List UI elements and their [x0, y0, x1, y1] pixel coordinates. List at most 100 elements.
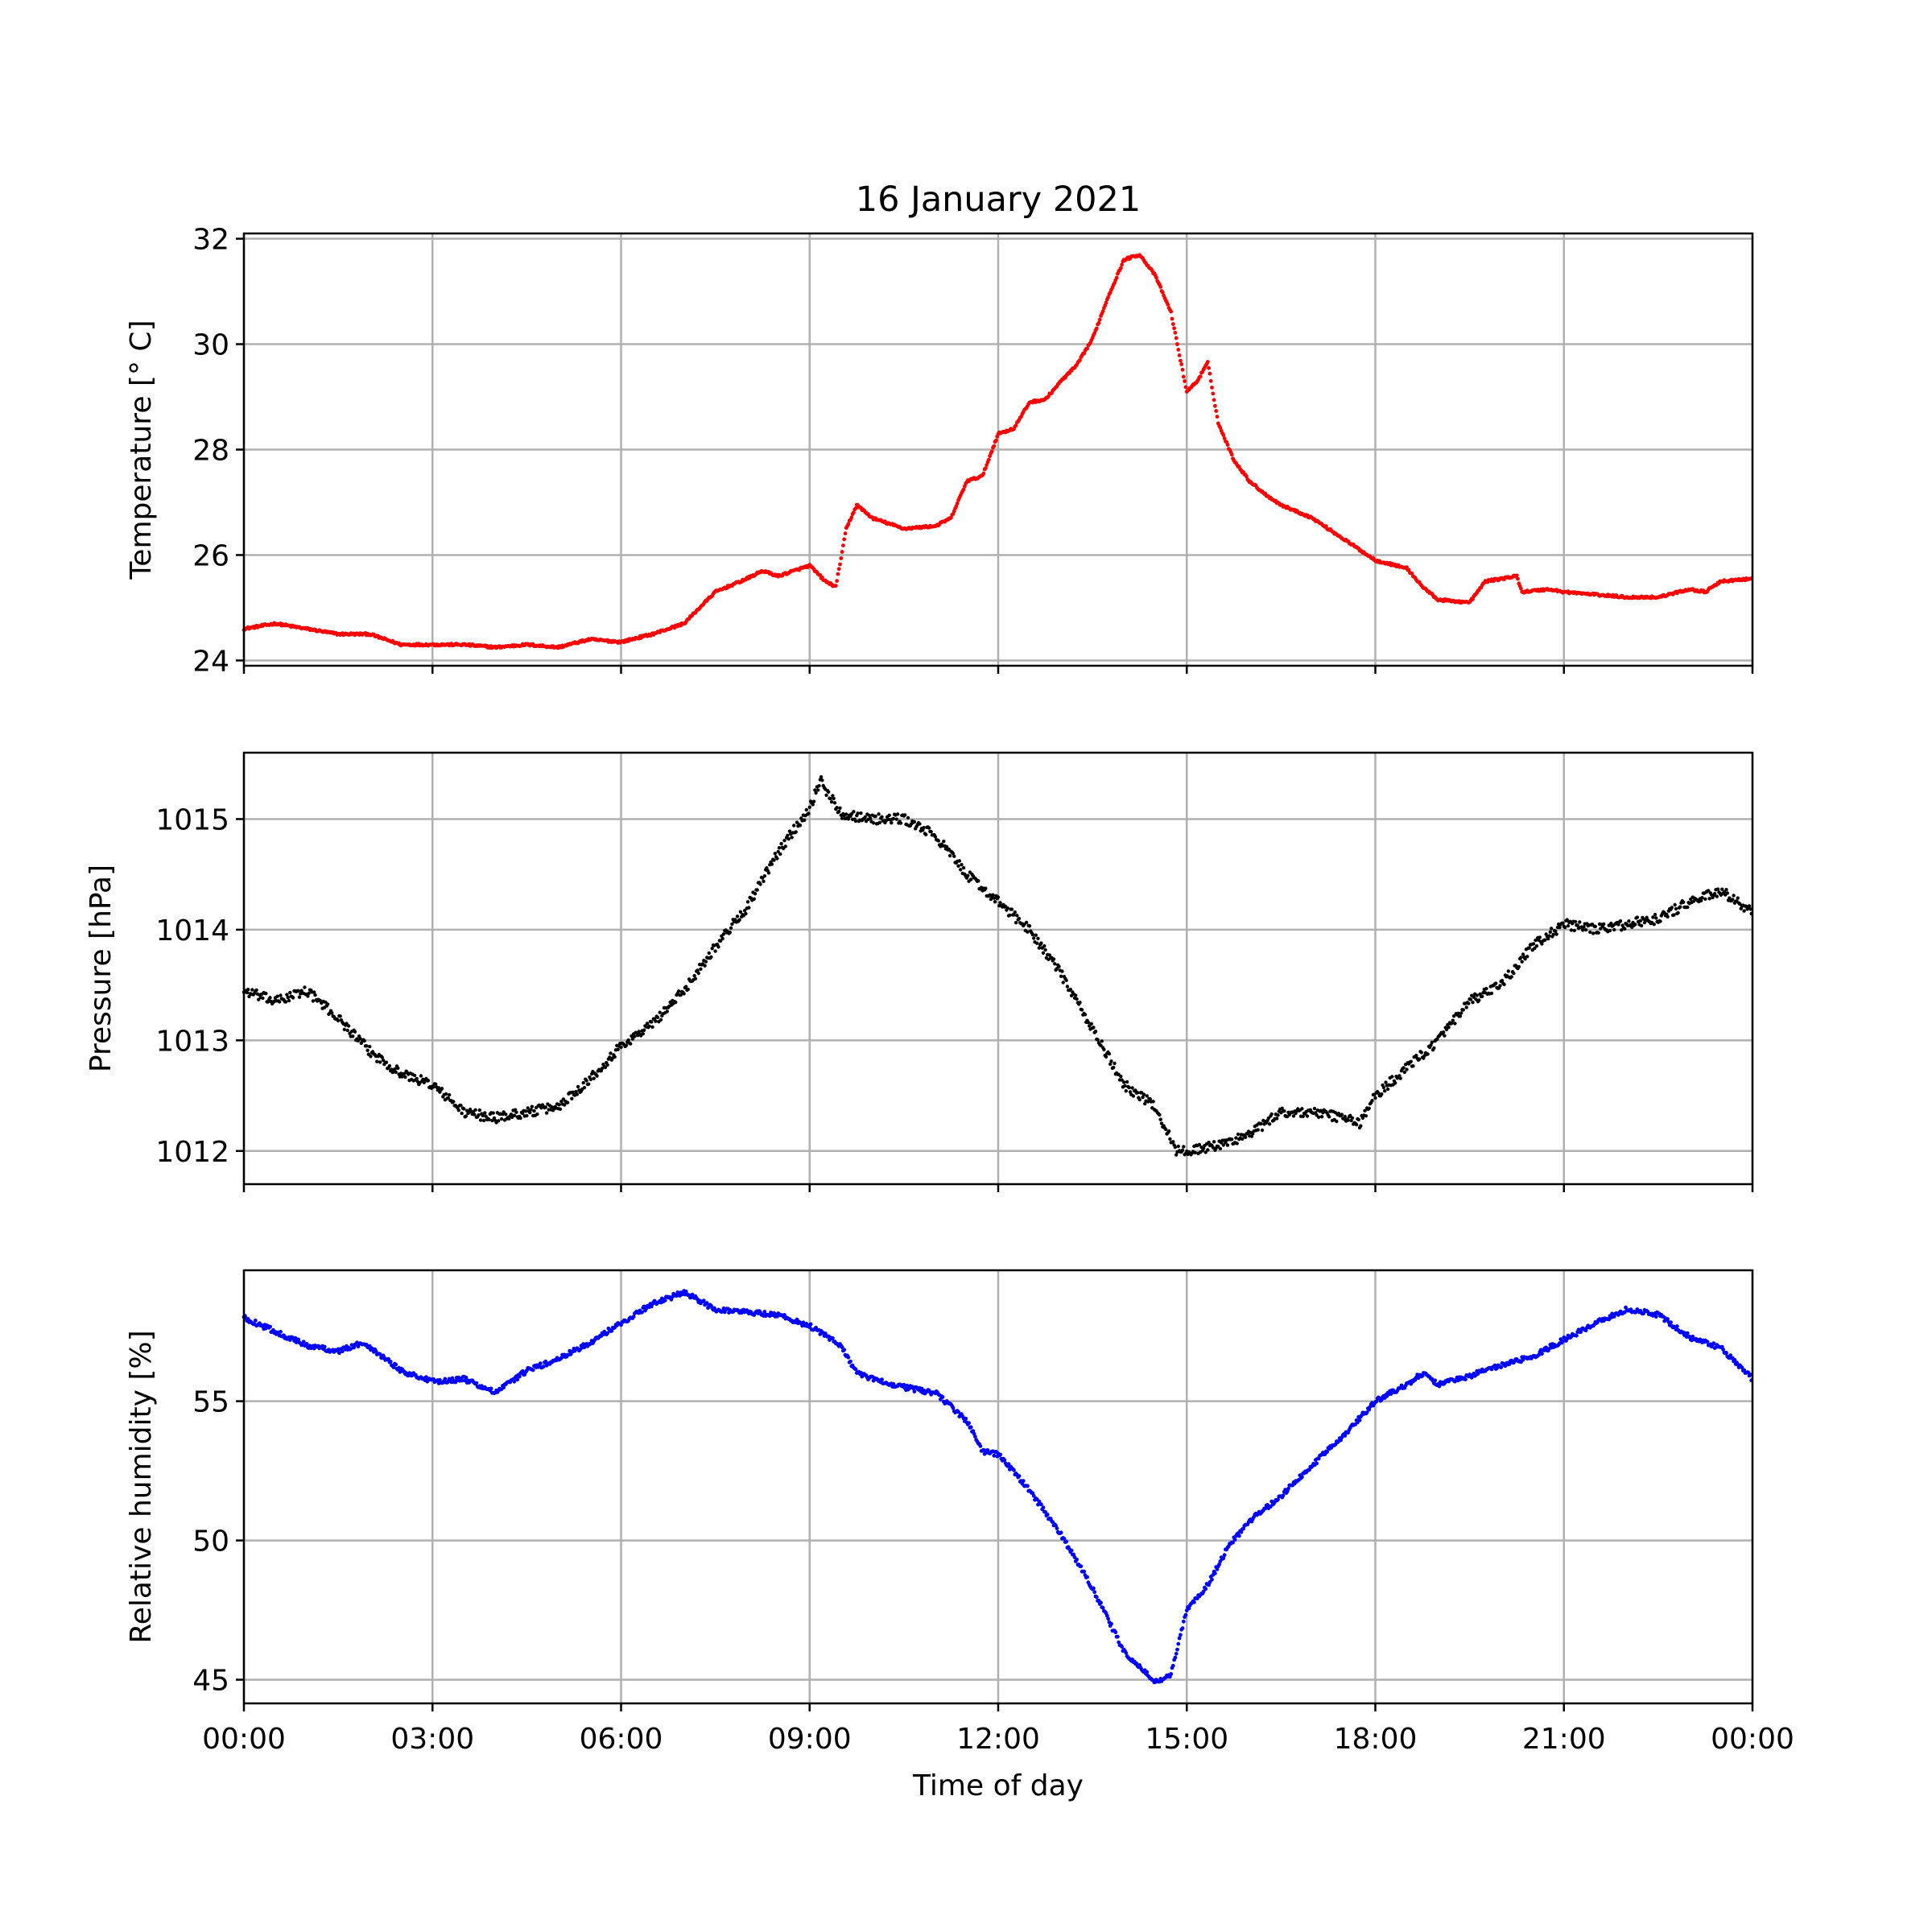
data-point [737, 918, 741, 922]
data-point [1171, 1140, 1175, 1144]
data-point [1174, 336, 1179, 341]
data-point [992, 444, 997, 448]
data-point [753, 892, 758, 896]
data-point [386, 1356, 390, 1361]
data-point [782, 1313, 786, 1317]
data-point [782, 838, 786, 843]
data-point [1370, 1099, 1374, 1103]
data-point [701, 1298, 706, 1303]
data-point [1145, 1670, 1150, 1674]
data-point [561, 1097, 566, 1101]
data-point [1748, 907, 1752, 911]
data-point [1464, 1005, 1468, 1009]
data-point [337, 1351, 341, 1356]
data-point [1119, 1074, 1123, 1079]
data-point [529, 1108, 533, 1112]
data-point [867, 813, 872, 818]
data-point [1078, 358, 1082, 362]
data-point [998, 901, 1002, 905]
data-point [1385, 1087, 1390, 1092]
data-point [1116, 1634, 1120, 1639]
data-point [608, 1055, 612, 1059]
data-point [312, 990, 316, 994]
data-point [619, 1045, 623, 1050]
data-point [474, 1381, 479, 1385]
data-point [1674, 1324, 1679, 1328]
data-point [1085, 346, 1089, 351]
data-point [515, 1377, 520, 1382]
data-point [246, 988, 250, 992]
data-point [927, 826, 931, 830]
y-tick-label: 55 [192, 1386, 229, 1419]
data-point [813, 788, 817, 792]
data-point [1707, 897, 1711, 901]
data-point [1433, 1378, 1438, 1383]
data-point [1217, 1562, 1221, 1567]
data-point [794, 830, 798, 834]
data-point [654, 1019, 658, 1023]
data-point [530, 1104, 535, 1108]
data-point [1135, 1091, 1140, 1095]
data-point [1241, 1526, 1245, 1531]
data-point [1357, 1418, 1362, 1422]
data-point [838, 562, 842, 567]
data-point [565, 1100, 570, 1104]
data-point [852, 810, 856, 814]
data-point [650, 1020, 654, 1024]
data-point [1654, 916, 1658, 920]
data-point [952, 854, 956, 858]
data-point [1036, 936, 1040, 941]
data-point [820, 778, 824, 782]
data-point [1123, 1084, 1127, 1088]
data-point [563, 1103, 567, 1107]
data-point [1197, 1142, 1202, 1147]
data-point [1409, 1059, 1413, 1064]
data-point [584, 1079, 588, 1083]
data-point [1276, 1497, 1280, 1502]
data-point [803, 818, 807, 822]
data-point [1383, 1089, 1387, 1093]
data-point [605, 1063, 609, 1067]
data-point [1175, 1647, 1179, 1652]
data-point [1104, 1613, 1109, 1618]
data-point [1032, 936, 1036, 940]
data-point [1075, 997, 1079, 1001]
data-point [592, 1076, 596, 1080]
data-point [1475, 993, 1479, 997]
data-point [1653, 1315, 1658, 1319]
data-point [1065, 985, 1070, 989]
data-point [728, 931, 732, 935]
data-point [1722, 890, 1727, 894]
data-point [720, 936, 724, 941]
data-point [279, 993, 283, 997]
data-point [571, 1090, 575, 1095]
data-point [473, 1108, 477, 1113]
data-point [1581, 928, 1585, 932]
data-point [1122, 1080, 1126, 1084]
data-point [747, 906, 751, 910]
data-point [1327, 1115, 1331, 1119]
data-point [1652, 923, 1656, 927]
data-point [1593, 924, 1598, 929]
data-point [842, 1348, 847, 1352]
data-point [1013, 910, 1018, 914]
data-point [1131, 1094, 1136, 1098]
data-point [877, 812, 881, 816]
x-tick-label: 12:00 [956, 1723, 1040, 1756]
data-point [1721, 1348, 1726, 1352]
data-point [1364, 1114, 1368, 1118]
data-point [658, 1010, 662, 1014]
data-point [1141, 1092, 1146, 1096]
data-point [1591, 931, 1596, 935]
data-point [306, 994, 310, 998]
data-point [1393, 1081, 1397, 1085]
data-point [1340, 1113, 1344, 1117]
data-point [1736, 896, 1740, 900]
data-point [786, 833, 790, 838]
data-point [1222, 1553, 1227, 1558]
data-point [296, 1337, 301, 1342]
data-point [871, 821, 876, 825]
data-point [1170, 322, 1175, 326]
data-point [1468, 997, 1473, 1001]
data-point [1269, 1112, 1274, 1117]
